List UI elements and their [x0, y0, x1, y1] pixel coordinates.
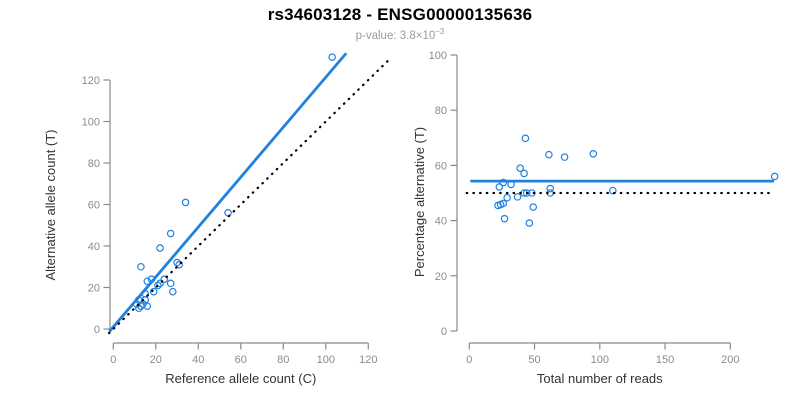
data-point — [166, 279, 175, 288]
figure-subtitle: p-value: 3.8×10−3 — [0, 27, 800, 42]
y-axis-title: Alternative allele count (T) — [43, 129, 58, 280]
y-tick-label: 60 — [88, 200, 100, 212]
data-point — [546, 184, 555, 193]
y-tick-label: 20 — [88, 283, 100, 295]
x-tick-label: 80 — [277, 354, 289, 366]
data-point — [500, 214, 509, 223]
data-point — [169, 287, 177, 296]
x-tick-label: 0 — [110, 354, 116, 366]
x-tick-label: 60 — [235, 354, 247, 366]
data-point — [529, 203, 538, 211]
data-point — [328, 53, 336, 61]
data-point — [156, 279, 164, 288]
pvalue-base: ×10 — [415, 29, 436, 42]
x-axis-title: Reference allele count (C) — [165, 371, 316, 386]
x-tick-label: 100 — [591, 354, 609, 366]
data-point — [522, 189, 531, 197]
figure-title: rs34603128 - ENSG00000135636 — [267, 5, 533, 24]
data-point — [545, 150, 553, 159]
y-axis-title: Percentage alternative (T) — [412, 127, 427, 277]
y-tick-label: 80 — [88, 158, 100, 170]
data-point — [137, 262, 145, 271]
data-point — [181, 198, 190, 207]
data-point — [499, 199, 508, 208]
x-tick-label: 50 — [528, 354, 540, 366]
pvalue-exponent: −3 — [435, 27, 445, 36]
x-tick-label: 100 — [317, 354, 335, 366]
data-point — [149, 287, 158, 296]
x-tick-label: 150 — [656, 354, 674, 366]
data-point — [503, 193, 511, 202]
data-point — [513, 193, 522, 201]
y-tick-label: 40 — [88, 241, 100, 253]
y-tick-label: 40 — [435, 216, 447, 228]
data-point — [495, 183, 504, 191]
y-tick-label: 0 — [94, 324, 100, 336]
x-axis-title: Total number of reads — [537, 371, 663, 386]
data-point — [560, 153, 569, 161]
x-tick-label: 20 — [150, 354, 162, 366]
data-point — [521, 134, 530, 143]
identity-line — [107, 57, 392, 335]
data-point — [224, 209, 232, 217]
x-tick-label: 0 — [466, 354, 472, 366]
data-point — [770, 172, 779, 181]
data-point — [589, 150, 598, 158]
data-point — [175, 260, 183, 269]
data-point — [609, 186, 617, 195]
pvalue-text: p-value: 3.8 — [355, 29, 416, 42]
y-tick-label: 120 — [82, 75, 100, 87]
data-point — [156, 244, 164, 252]
y-tick-label: 60 — [435, 160, 447, 172]
data-point — [166, 229, 175, 238]
x-tick-label: 120 — [359, 354, 377, 366]
data-point — [154, 281, 162, 290]
x-tick-label: 40 — [192, 354, 204, 366]
y-tick-label: 100 — [82, 117, 100, 129]
y-tick-label: 0 — [441, 326, 447, 338]
y-tick-label: 20 — [435, 271, 447, 283]
fit-line — [108, 52, 348, 333]
y-tick-label: 100 — [429, 50, 447, 62]
data-point — [516, 164, 524, 172]
y-tick-label: 80 — [435, 105, 447, 117]
data-point — [160, 275, 169, 284]
data-point — [520, 169, 528, 178]
data-point — [525, 219, 534, 227]
x-tick-label: 200 — [721, 354, 739, 366]
